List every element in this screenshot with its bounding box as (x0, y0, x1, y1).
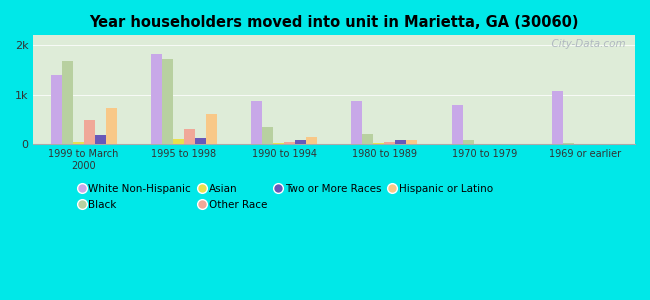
Bar (306, 137, 317, 144)
Bar (463, 140, 474, 144)
Bar (362, 134, 373, 144)
Bar (73, 142, 84, 144)
Bar (162, 59, 173, 144)
Bar (95, 135, 106, 144)
Bar (184, 129, 195, 144)
Bar (173, 139, 184, 144)
Bar (406, 140, 417, 144)
Bar (62, 61, 73, 144)
Bar (295, 140, 306, 144)
Bar (552, 91, 563, 144)
Bar (151, 54, 162, 144)
Bar (51, 75, 62, 144)
Bar (106, 108, 117, 144)
Bar (395, 140, 406, 144)
Title: Year householders moved into unit in Marietta, GA (30060): Year householders moved into unit in Mar… (90, 15, 579, 30)
Bar (251, 101, 262, 144)
Text: City-Data.com: City-Data.com (545, 39, 626, 49)
Bar (351, 101, 362, 144)
Bar (262, 127, 273, 144)
Bar (206, 113, 217, 144)
Bar (563, 143, 574, 144)
Bar (273, 143, 284, 144)
Bar (195, 138, 206, 144)
Bar (384, 142, 395, 144)
Bar (284, 142, 295, 144)
Legend: White Non-Hispanic, Black, Asian, Other Race, Two or More Races, Hispanic or Lat: White Non-Hispanic, Black, Asian, Other … (79, 184, 493, 210)
Bar (84, 121, 95, 144)
Bar (373, 143, 384, 144)
Bar (452, 105, 463, 144)
